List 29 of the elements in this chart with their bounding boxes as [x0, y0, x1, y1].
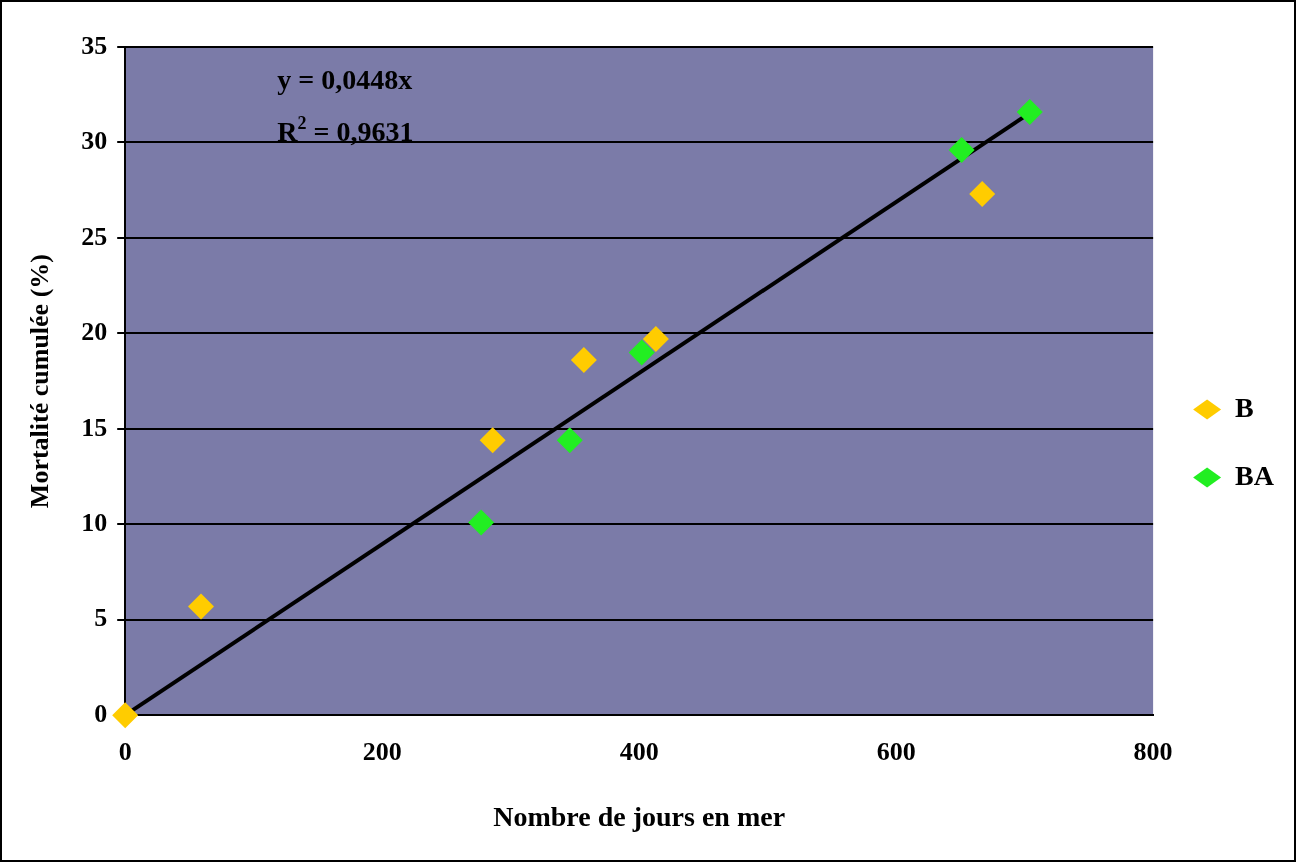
point: [1016, 98, 1043, 125]
y-tick-label: 20: [81, 317, 108, 347]
point: [570, 347, 597, 374]
legend-label: B: [1235, 391, 1254, 423]
point: [948, 137, 975, 164]
x-tick-label: 0: [118, 736, 132, 766]
y-axis-title: Mortalité cumulée (%): [25, 254, 55, 509]
point: [112, 702, 139, 729]
point: [188, 593, 215, 620]
point: [969, 181, 996, 207]
y-tick-label: 15: [81, 412, 108, 442]
x-tick-label: 800: [1133, 736, 1173, 766]
y-tick-label: 5: [94, 603, 108, 633]
y-tick-label: 25: [81, 221, 108, 251]
y-tick-label: 30: [81, 126, 108, 156]
x-tick-label: 200: [362, 736, 402, 766]
point: [642, 326, 669, 353]
y-tick-label: 10: [81, 508, 108, 537]
x-tick-label: 400: [619, 736, 659, 766]
point: [556, 427, 583, 454]
point: [468, 509, 495, 536]
y-tick-label: 35: [81, 30, 108, 60]
legend-label: BA: [1235, 459, 1275, 491]
y-tick-label: 0: [94, 698, 108, 728]
point: [628, 339, 655, 366]
x-tick-label: 600: [876, 736, 916, 766]
annotation: y = 0,0448x: [277, 64, 413, 95]
x-axis-title: Nombre de jours en mer: [493, 801, 786, 833]
point: [479, 427, 506, 454]
